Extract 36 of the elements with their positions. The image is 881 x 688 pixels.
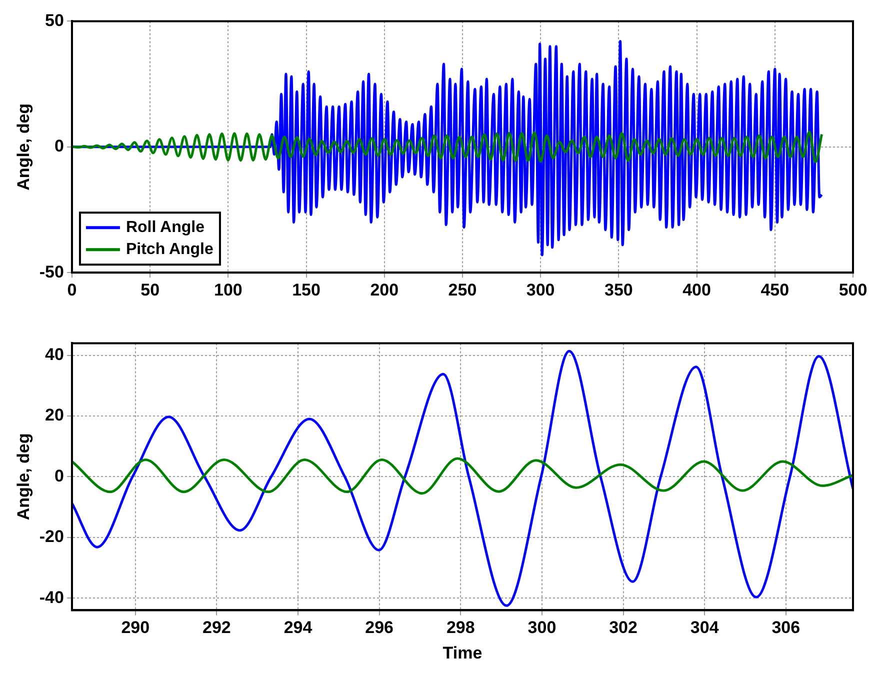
line-series <box>72 457 853 495</box>
x-tick-label: 296 <box>365 618 394 638</box>
x-tick-label: 298 <box>446 618 475 638</box>
x-tick-label: 290 <box>121 618 150 638</box>
y-axis-title: Angle, deg <box>14 103 33 190</box>
y-tick-label: 50 <box>45 10 64 30</box>
x-tick-label: 450 <box>760 280 790 300</box>
x-tick-label: 306 <box>772 618 800 638</box>
x-tick-label: 500 <box>838 280 868 300</box>
x-tick-label: 300 <box>528 618 556 638</box>
y-tick-label: -40 <box>39 588 64 607</box>
legend-label: Pitch Angle <box>126 241 214 258</box>
x-tick-label: 200 <box>370 280 399 300</box>
x-axis-title: Time <box>442 643 482 662</box>
x-tick-label: 150 <box>292 280 320 300</box>
x-tick-label: 0 <box>67 280 77 300</box>
x-tick-label: 300 <box>526 280 555 300</box>
line-series <box>72 130 824 164</box>
x-tick-label: 292 <box>202 618 231 638</box>
x-tick-label: 294 <box>284 618 313 638</box>
y-tick-label: -50 <box>39 262 64 282</box>
x-tick-label: 100 <box>214 280 242 300</box>
x-tick-label: 302 <box>609 618 638 638</box>
line-series <box>72 350 853 607</box>
y-axis-title: Angle, deg <box>14 433 33 520</box>
x-tick-label: 50 <box>140 280 160 300</box>
y-tick-label: 0 <box>54 136 64 156</box>
y-tick-label: 40 <box>45 345 64 364</box>
x-tick-label: 304 <box>690 618 720 638</box>
x-tick-label: 250 <box>448 280 477 300</box>
y-tick-label: 20 <box>45 406 64 425</box>
legend-label: Roll Angle <box>126 219 205 236</box>
x-tick-label: 400 <box>682 280 711 300</box>
y-tick-label: -20 <box>39 527 64 546</box>
x-tick-label: 350 <box>604 280 633 300</box>
y-tick-label: 0 <box>54 466 64 486</box>
